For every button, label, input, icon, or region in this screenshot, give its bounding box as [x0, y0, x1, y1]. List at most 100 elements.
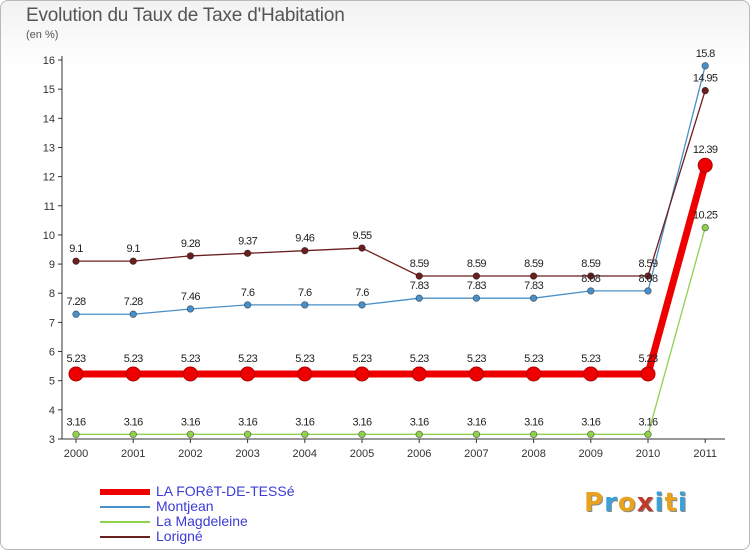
- data-point: [701, 86, 709, 95]
- data-point: [587, 430, 595, 439]
- legend-swatch-la-magdeleine: [100, 521, 150, 523]
- data-label: 5.23: [467, 353, 486, 365]
- y-tick-label: 15: [43, 84, 55, 96]
- data-point: [701, 62, 709, 70]
- y-tick-label: 11: [44, 201, 55, 213]
- data-label: 5.23: [181, 353, 200, 365]
- chart-title: Evolution du Taux de Taxe d'Habitation: [26, 5, 345, 26]
- data-label: 3.16: [238, 416, 257, 428]
- legend-swatch-lorigne: [100, 536, 150, 538]
- data-point: [182, 366, 198, 382]
- data-label: 5.23: [295, 353, 314, 365]
- data-point: [243, 430, 252, 439]
- y-tick-label: 4: [49, 405, 55, 417]
- data-label: 8.59: [467, 258, 486, 270]
- data-label: 3.16: [124, 416, 143, 428]
- x-tick-label: 2011: [693, 448, 717, 460]
- legend-label-la-foret-de-tesse: LA FORêT-DE-TESSé: [156, 483, 295, 499]
- x-tick-label: 2000: [64, 448, 88, 460]
- data-point: [697, 157, 713, 173]
- legend-label-la-magdeleine: La Magdeleine: [156, 513, 248, 529]
- data-point: [644, 430, 652, 439]
- data-label: 8.08: [581, 273, 600, 285]
- data-point: [72, 310, 80, 318]
- legend-label-lorigne: Lorigné: [156, 528, 203, 544]
- data-label: 7.83: [410, 280, 429, 292]
- chart-legend: LA FORêT-DE-TESSé Montjean La Magdeleine…: [100, 484, 294, 544]
- data-point: [72, 430, 80, 439]
- x-tick-label: 2001: [121, 448, 145, 460]
- data-label: 7.6: [355, 287, 369, 299]
- series-line-1: [75, 65, 706, 315]
- y-tick-label: 9: [49, 259, 55, 271]
- data-point: [415, 294, 423, 302]
- y-tick-label: 10: [43, 230, 55, 242]
- data-point: [186, 430, 195, 439]
- data-label: 7.6: [241, 287, 255, 299]
- data-point: [68, 366, 84, 382]
- data-point: [472, 272, 481, 280]
- data-point: [587, 272, 595, 280]
- y-tick-label: 3: [49, 434, 55, 446]
- series-line-2: [75, 226, 706, 435]
- data-point: [701, 223, 709, 232]
- data-label: 3.16: [295, 416, 314, 428]
- data-label: 8.59: [524, 258, 543, 270]
- data-point: [583, 366, 599, 382]
- data-point: [240, 366, 256, 382]
- data-point: [358, 301, 366, 309]
- data-point: [644, 287, 652, 295]
- data-label: 9.28: [181, 238, 200, 250]
- legend-item-la-magdeleine: La Magdeleine: [100, 514, 294, 529]
- data-point: [411, 366, 427, 382]
- data-label: 7.28: [124, 296, 143, 308]
- y-tick-label: 6: [49, 347, 55, 359]
- data-point: [468, 366, 484, 382]
- data-label: 7.83: [467, 280, 486, 292]
- data-label: 5.23: [124, 353, 143, 365]
- data-point: [358, 244, 366, 252]
- data-point: [301, 246, 309, 255]
- data-point: [243, 249, 252, 257]
- data-point: [129, 257, 137, 265]
- data-point: [186, 305, 195, 313]
- data-label: 8.59: [638, 258, 657, 270]
- x-tick-label: 2010: [636, 448, 660, 460]
- y-tick-label: 7: [49, 317, 55, 329]
- data-label: 5.23: [410, 353, 429, 365]
- data-label: 3.16: [66, 416, 85, 428]
- data-point: [297, 366, 313, 382]
- data-point: [529, 272, 538, 280]
- data-point: [472, 430, 481, 439]
- data-label: 3.16: [581, 416, 600, 428]
- data-point: [472, 294, 481, 302]
- data-point: [358, 430, 366, 439]
- data-label: 3.16: [467, 416, 486, 428]
- x-tick-label: 2006: [407, 448, 431, 460]
- y-tick-label: 14: [43, 113, 55, 125]
- data-label: 7.83: [524, 280, 543, 292]
- data-point: [529, 430, 538, 439]
- data-point: [415, 272, 423, 280]
- data-label: 8.59: [410, 258, 429, 270]
- data-point: [243, 301, 252, 309]
- y-tick-label: 12: [43, 172, 55, 184]
- legend-label-montjean: Montjean: [156, 498, 214, 514]
- data-label: 3.16: [638, 416, 657, 428]
- legend-swatch-montjean: [100, 506, 150, 508]
- y-tick-label: 13: [43, 142, 55, 154]
- data-label: 9.1: [126, 243, 140, 255]
- data-point: [415, 430, 423, 439]
- data-label: 5.23: [581, 353, 600, 365]
- data-point: [301, 301, 309, 309]
- legend-swatch-la-foret-de-tesse: [100, 489, 150, 495]
- chart-unit-label: (en %): [26, 29, 59, 41]
- y-tick-label: 8: [49, 288, 55, 300]
- data-label: 3.16: [181, 416, 200, 428]
- x-tick-label: 2004: [293, 448, 317, 460]
- data-point: [186, 252, 195, 260]
- y-tick-label: 5: [49, 376, 55, 388]
- x-tick-label: 2005: [350, 448, 374, 460]
- y-tick-label: 16: [43, 55, 55, 67]
